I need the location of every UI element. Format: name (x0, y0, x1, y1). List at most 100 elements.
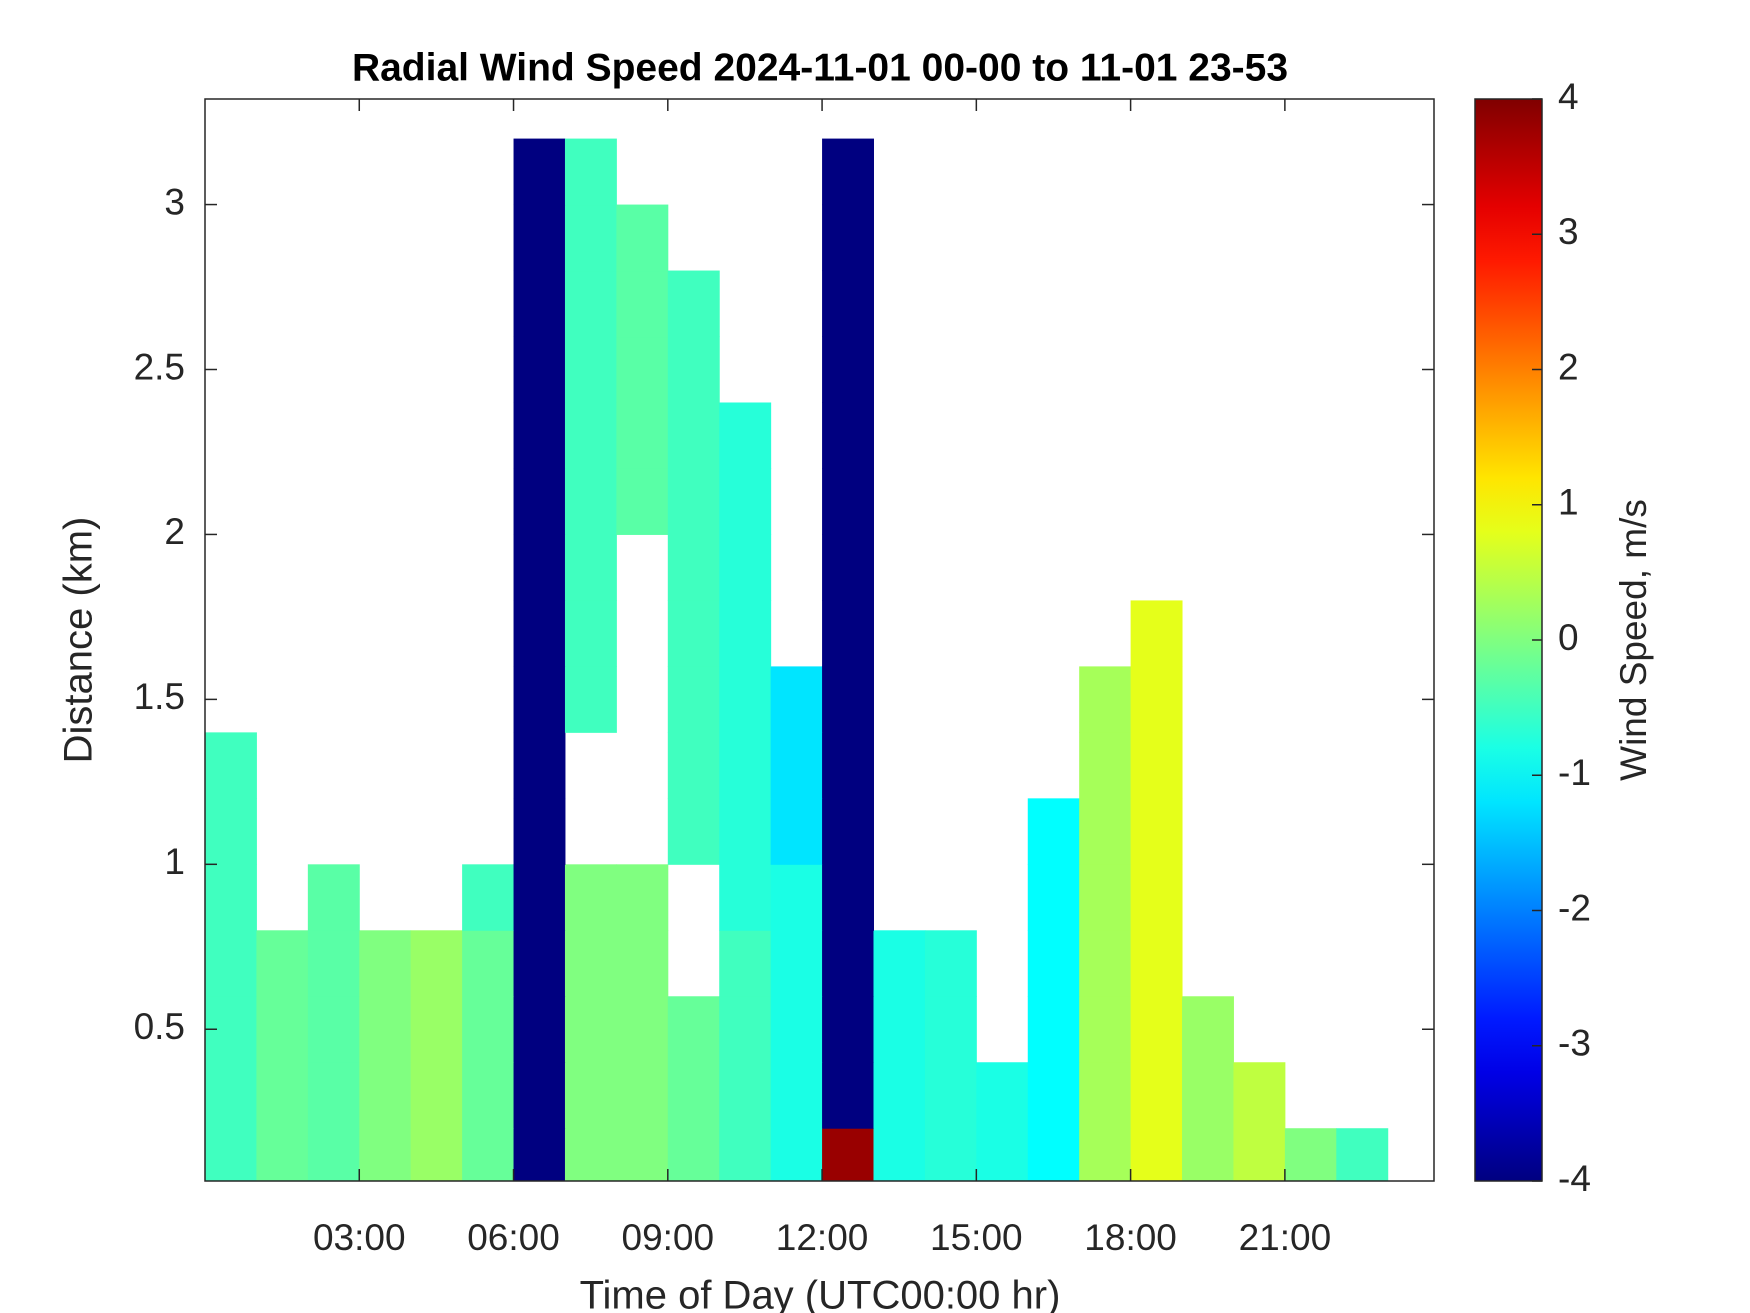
y-tick-label: 3 (164, 181, 185, 222)
colorbar-tick-label: 3 (1558, 211, 1579, 252)
heatmap-cell (822, 336, 874, 403)
heatmap-cell (205, 1128, 257, 1181)
heatmap-cell (719, 732, 772, 799)
heatmap-cell (256, 930, 309, 997)
heatmap-cell (1130, 1128, 1183, 1181)
colorbar-tick-label: 1 (1558, 482, 1579, 523)
heatmap-cell (205, 732, 257, 799)
chart-title: Radial Wind Speed 2024-11-01 00-00 to 11… (352, 46, 1288, 89)
heatmap-cell (564, 1128, 617, 1181)
plot-frame (204, 98, 1435, 1182)
colorbar-tick-label: 4 (1558, 76, 1579, 117)
heatmap-cell (205, 864, 257, 931)
heatmap-cell (616, 270, 669, 338)
colorbar-tick-label: -1 (1558, 752, 1591, 793)
heatmap-cell (1079, 666, 1132, 733)
heatmap-cell (667, 996, 720, 1063)
heatmap-cell (616, 1062, 669, 1129)
heatmap-cell (770, 996, 823, 1063)
heatmap-cell (873, 1062, 926, 1129)
heatmap-cell (770, 666, 823, 733)
heatmap-cell (307, 1128, 360, 1181)
heatmap-cell (410, 930, 463, 997)
heatmap-cell (513, 600, 566, 667)
heatmap-cell (462, 1062, 515, 1129)
heatmap-cell (564, 402, 617, 469)
heatmap-cell (307, 864, 360, 931)
y-tick-label: 1 (164, 841, 185, 882)
heatmap-cell (822, 270, 874, 338)
heatmap-cell (462, 864, 515, 931)
heatmap-cell (873, 930, 926, 997)
heatmap-cell (1182, 996, 1234, 1063)
heatmap-cell (1027, 996, 1080, 1063)
heatmap-cell (976, 1062, 1029, 1129)
heatmap-cell (719, 798, 772, 865)
heatmap-cell (1079, 1128, 1132, 1181)
heatmap-cell (462, 930, 515, 997)
heatmap-cell (770, 930, 823, 997)
heatmap-cell (564, 138, 617, 206)
heatmap-cell (616, 336, 669, 403)
heatmap-cell (822, 138, 874, 206)
heatmap-cell (462, 996, 515, 1063)
heatmap-cell (924, 930, 977, 997)
heatmap-cell (770, 732, 823, 799)
heatmap-cell (410, 1128, 463, 1181)
heatmap-cell (822, 996, 874, 1063)
heatmap-cell (667, 666, 720, 733)
heatmap-cell (616, 864, 669, 931)
heatmap-cell (564, 996, 617, 1063)
heatmap-cell (205, 798, 257, 865)
heatmap-cell (719, 468, 772, 535)
heatmap (205, 138, 1389, 1181)
heatmap-cell (1079, 864, 1132, 931)
heatmap-cell (359, 1128, 412, 1181)
heatmap-cell (616, 468, 669, 535)
heatmap-cell (359, 1062, 412, 1129)
heatmap-cell (667, 600, 720, 667)
heatmap-cell (1079, 798, 1132, 865)
heatmap-cell (822, 468, 874, 535)
heatmap-cell (667, 732, 720, 799)
heatmap-cell (564, 336, 617, 403)
x-tick-label: 06:00 (467, 1217, 560, 1258)
heatmap-cell (1130, 732, 1183, 799)
heatmap-cell (822, 732, 874, 799)
x-tick-label: 21:00 (1239, 1217, 1332, 1258)
heatmap-cell (1130, 864, 1183, 931)
heatmap-cell (256, 996, 309, 1063)
heatmap-cell (822, 930, 874, 997)
x-tick-label: 15:00 (930, 1217, 1023, 1258)
heatmap-cell (667, 468, 720, 535)
heatmap-cell (513, 996, 566, 1063)
heatmap-cell (770, 1062, 823, 1129)
heatmap-cell (564, 204, 617, 272)
heatmap-cell (822, 600, 874, 667)
heatmap-cell (1027, 930, 1080, 997)
heatmap-cell (513, 930, 566, 997)
heatmap-cell (1027, 1128, 1080, 1181)
heatmap-cell (359, 930, 412, 997)
colorbar-tick-label: -4 (1558, 1158, 1591, 1199)
heatmap-cell (256, 1062, 309, 1129)
heatmap-cell (667, 1128, 720, 1181)
heatmap-cell (667, 798, 720, 865)
x-tick-label: 03:00 (313, 1217, 406, 1258)
heatmap-cell (770, 864, 823, 931)
heatmap-cell (564, 930, 617, 997)
heatmap-cell (513, 204, 566, 272)
heatmap-cell (667, 534, 720, 601)
heatmap-cell (924, 1128, 977, 1181)
heatmap-cell (513, 402, 566, 469)
heatmap-cell (462, 1128, 515, 1181)
heatmap-cell (719, 1062, 772, 1129)
y-tick-label: 2.5 (134, 346, 185, 387)
heatmap-cell (307, 930, 360, 997)
heatmap-cell (719, 1128, 772, 1181)
heatmap-cell (1027, 1062, 1080, 1129)
heatmap-cell (307, 1062, 360, 1129)
x-axis-label: Time of Day (UTC00:00 hr) (580, 1274, 1061, 1313)
heatmap-cell (822, 534, 874, 601)
heatmap-cell (822, 1062, 874, 1129)
